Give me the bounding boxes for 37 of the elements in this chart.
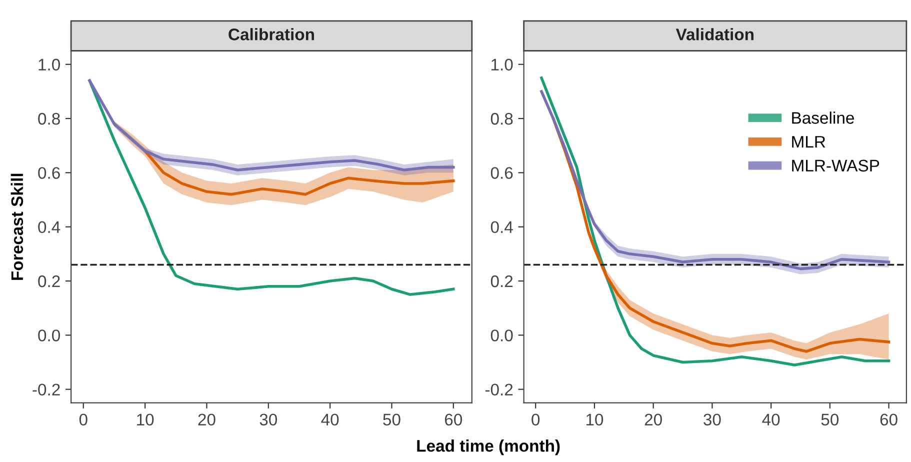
y-tick-label: 0.8 xyxy=(490,112,513,125)
y-tick-label: 0.4 xyxy=(38,221,60,234)
x-tick-label: 40 xyxy=(762,414,780,426)
x-tick-label: 50 xyxy=(821,414,839,426)
x-tick-label: 0 xyxy=(79,414,88,426)
y-tick-label: 0.2 xyxy=(38,275,60,288)
y-tick-label: 0.8 xyxy=(38,112,60,125)
x-tick-label: 20 xyxy=(198,414,216,426)
chart-title: Calibration xyxy=(228,28,314,40)
y-tick-label: 0.0 xyxy=(490,330,513,342)
x-tick-label: 10 xyxy=(586,414,604,426)
x-tick-label: 60 xyxy=(444,414,462,426)
legend-label: MLR xyxy=(792,136,826,148)
x-tick-label: 50 xyxy=(383,414,400,426)
x-tick-label: 60 xyxy=(880,414,898,426)
x-tick-label: 30 xyxy=(260,414,278,426)
x-tick-label: 0 xyxy=(532,414,540,426)
y-tick-label: 0.6 xyxy=(38,167,60,179)
x-tick-label: 30 xyxy=(704,414,721,426)
y-tick-label: 1.0 xyxy=(38,58,60,71)
x-tick-label: 20 xyxy=(644,414,662,426)
x-tick-label: 10 xyxy=(137,414,154,426)
y-tick-label: 0.2 xyxy=(490,275,513,288)
x-axis-title: Lead time (month) xyxy=(417,440,560,456)
x-tick-label: 40 xyxy=(321,414,339,426)
chart-title: Validation xyxy=(676,28,754,40)
legend-label: Baseline xyxy=(792,112,854,124)
y-tick-label: 0.0 xyxy=(38,330,60,342)
y-tick-label: -0.2 xyxy=(32,384,60,396)
legend-label: MLR-WASP xyxy=(792,160,880,172)
y-tick-label: 0.6 xyxy=(490,167,513,179)
y-tick-label: 1.0 xyxy=(492,58,513,71)
line-series xyxy=(144,150,455,196)
y-tick-label: 0.4 xyxy=(490,221,513,234)
y-tick-label: -0.2 xyxy=(485,384,513,396)
y-axis-title: Forecast Skill xyxy=(10,174,24,280)
line-series xyxy=(88,79,455,296)
